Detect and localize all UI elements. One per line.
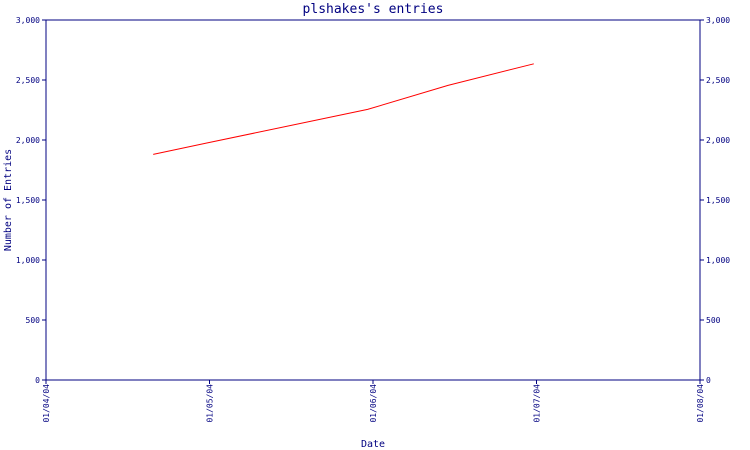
y-tick-label-left: 2,000 — [16, 136, 40, 145]
y-tick-label-right: 0 — [706, 376, 711, 385]
y-tick-label-right: 2,500 — [706, 76, 730, 85]
x-tick-label: 01/08/04 — [696, 384, 705, 423]
plot-frame — [45, 19, 701, 381]
y-tick-label-left: 3,000 — [16, 16, 40, 25]
y-tick-label-right: 3,000 — [706, 16, 730, 25]
y-axis-label: Number of Entries — [3, 149, 14, 251]
y-tick-label-right: 2,000 — [706, 136, 730, 145]
x-axis-label: Date — [361, 439, 385, 450]
x-tick-label: 01/06/04 — [369, 384, 378, 423]
y-tick-label-left: 1,500 — [16, 196, 40, 205]
series-line — [153, 63, 534, 155]
y-tick-label-left: 0 — [35, 376, 40, 385]
y-tick-label-left: 500 — [26, 316, 41, 325]
y-tick-label-left: 2,500 — [16, 76, 40, 85]
y-tick-label-right: 1,500 — [706, 196, 730, 205]
x-tick-label: 01/05/04 — [206, 384, 215, 423]
x-tick-label: 01/07/04 — [533, 384, 542, 423]
chart-title: plshakes's entries — [303, 2, 444, 17]
y-tick-label-left: 1,000 — [16, 256, 40, 265]
y-tick-label-right: 500 — [706, 316, 721, 325]
x-tick-label: 01/04/04 — [42, 384, 51, 423]
y-tick-label-right: 1,000 — [706, 256, 730, 265]
plot-area: 0 0 500 500 1,000 1,000 1,500 1,500 2,000 2,000 2,… — [16, 16, 730, 423]
